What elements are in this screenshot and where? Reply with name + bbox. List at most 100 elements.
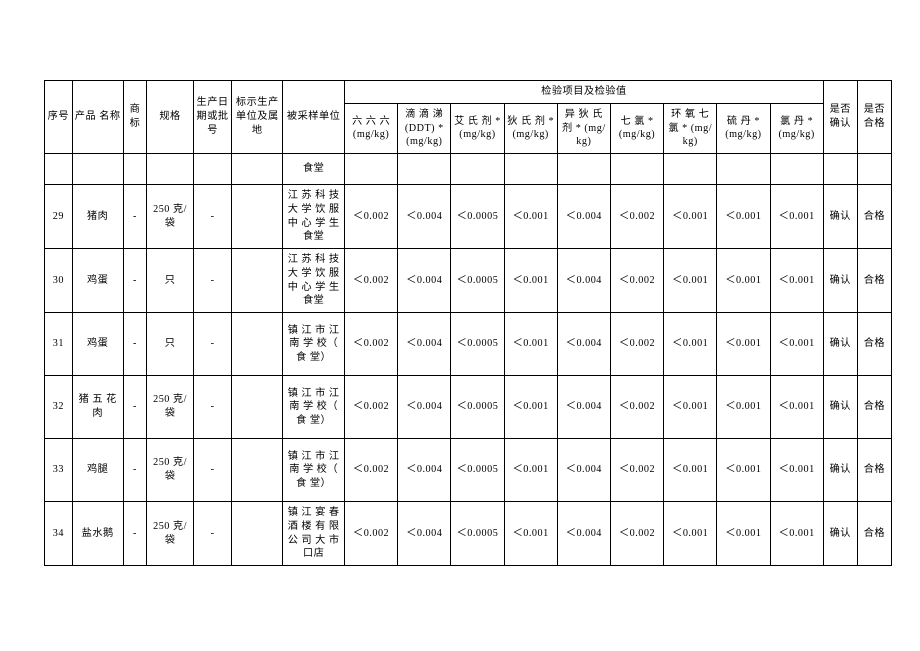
cell-test-5: ＜0.002 — [610, 313, 663, 376]
table-row: 32猪 五 花 肉-250 克/袋-镇 江 市 江 南 学 校（ 食 堂）＜0.… — [45, 376, 892, 439]
cell-test-5: ＜0.002 — [610, 502, 663, 566]
cell-seq: 31 — [45, 313, 73, 376]
cell-test-6: ＜0.001 — [664, 249, 717, 313]
th-test-3: 狄 氏 剂 * (mg/kg) — [504, 103, 557, 153]
cell-seq: 29 — [45, 185, 73, 249]
th-product: 产品 名称 — [72, 81, 123, 154]
cell-test-2: ＜0.0005 — [451, 376, 504, 439]
cell-test-1: ＜0.004 — [398, 185, 451, 249]
cell-test-3: ＜0.001 — [504, 249, 557, 313]
cell-qualified: 合格 — [857, 185, 891, 249]
th-test-8: 氯 丹 * (mg/kg) — [770, 103, 823, 153]
cell-test-4: ＜0.004 — [557, 313, 610, 376]
cell-test-4: ＜0.004 — [557, 502, 610, 566]
th-test-4: 异 狄 氏 剂 * (mg/kg) — [557, 103, 610, 153]
cell-test-0: ＜0.002 — [345, 249, 398, 313]
cell-test-8: ＜0.001 — [770, 376, 823, 439]
cell-sampled: 食堂 — [283, 154, 345, 185]
th-test-7: 硫 丹 * (mg/kg) — [717, 103, 770, 153]
cell-sampled: 镇 江 宴 春 酒 楼 有 限 公 司 大 市 口店 — [283, 502, 345, 566]
th-seq: 序号 — [45, 81, 73, 154]
cell-test-4: ＜0.004 — [557, 376, 610, 439]
cell-test-0: ＜0.002 — [345, 313, 398, 376]
cell-sampled: 江 苏 科 技 大 学 饮 服 中 心 学 生 食堂 — [283, 249, 345, 313]
th-confirm: 是否确认 — [823, 81, 857, 154]
table-row: 29猪肉-250 克/袋-江 苏 科 技 大 学 饮 服 中 心 学 生 食堂＜… — [45, 185, 892, 249]
cell-test-1: ＜0.004 — [398, 439, 451, 502]
cell-product: 鸡蛋 — [72, 249, 123, 313]
cell-seq: 33 — [45, 439, 73, 502]
table-row: 31鸡蛋-只-镇 江 市 江 南 学 校（ 食 堂）＜0.002＜0.004＜0… — [45, 313, 892, 376]
cell-date: - — [193, 313, 231, 376]
cell-test-2: ＜0.0005 — [451, 439, 504, 502]
cell-trademark: - — [123, 249, 146, 313]
cell-test-8: ＜0.001 — [770, 439, 823, 502]
th-date: 生产日期或批号 — [193, 81, 231, 154]
cell-test-5: ＜0.002 — [610, 439, 663, 502]
cell-spec: 250 克/袋 — [147, 502, 194, 566]
cell-origin — [232, 249, 283, 313]
cell-test-8: ＜0.001 — [770, 502, 823, 566]
cell-spec: 250 克/袋 — [147, 376, 194, 439]
cell-test-4: ＜0.004 — [557, 185, 610, 249]
cell-test-2: ＜0.0005 — [451, 185, 504, 249]
table-row: 34盐水鹅-250 克/袋-镇 江 宴 春 酒 楼 有 限 公 司 大 市 口店… — [45, 502, 892, 566]
cell-test-8: ＜0.001 — [770, 185, 823, 249]
th-test-1: 滴 滴 涕(DDT) * (mg/kg) — [398, 103, 451, 153]
cell-test-8: ＜0.001 — [770, 313, 823, 376]
cell-test-7: ＜0.001 — [717, 249, 770, 313]
cell-confirm: 确认 — [823, 185, 857, 249]
cell-test-0: ＜0.002 — [345, 502, 398, 566]
th-origin: 标示生产单位及属地 — [232, 81, 283, 154]
cell-test-7: ＜0.001 — [717, 502, 770, 566]
cell-test-1: ＜0.004 — [398, 313, 451, 376]
cell-trademark: - — [123, 185, 146, 249]
th-qualified: 是否合格 — [857, 81, 891, 154]
cell-date: - — [193, 249, 231, 313]
cell-test-0: ＜0.002 — [345, 185, 398, 249]
table-row: 30鸡蛋-只-江 苏 科 技 大 学 饮 服 中 心 学 生 食堂＜0.002＜… — [45, 249, 892, 313]
th-tests-group: 检验项目及检验值 — [345, 81, 824, 104]
table-row: 33鸡腿-250 克/袋-镇 江 市 江 南 学 校（ 食 堂）＜0.002＜0… — [45, 439, 892, 502]
cell-test-3: ＜0.001 — [504, 439, 557, 502]
cell-seq: 32 — [45, 376, 73, 439]
cell-seq: 34 — [45, 502, 73, 566]
cell-sampled: 镇 江 市 江 南 学 校（ 食 堂） — [283, 313, 345, 376]
cell-test-0: ＜0.002 — [345, 439, 398, 502]
cell-test-5: ＜0.002 — [610, 376, 663, 439]
cell-test-1: ＜0.004 — [398, 502, 451, 566]
cell-qualified: 合格 — [857, 439, 891, 502]
cell-test-6: ＜0.001 — [664, 185, 717, 249]
cell-date: - — [193, 502, 231, 566]
cell-trademark: - — [123, 313, 146, 376]
table-body: 食堂 29猪肉-250 克/袋-江 苏 科 技 大 学 饮 服 中 心 学 生 … — [45, 154, 892, 566]
cell-test-7: ＜0.001 — [717, 439, 770, 502]
cell-confirm: 确认 — [823, 376, 857, 439]
cell-origin — [232, 185, 283, 249]
cell-trademark: - — [123, 502, 146, 566]
cell-test-7: ＜0.001 — [717, 376, 770, 439]
table-header: 序号 产品 名称 商标 规格 生产日期或批号 标示生产单位及属地 被采样单位 检… — [45, 81, 892, 154]
cell-test-3: ＜0.001 — [504, 313, 557, 376]
cell-seq: 30 — [45, 249, 73, 313]
th-test-6: 环 氧 七 氯 * (mg/kg) — [664, 103, 717, 153]
cell-test-8: ＜0.001 — [770, 249, 823, 313]
cell-trademark: - — [123, 439, 146, 502]
cell-test-1: ＜0.004 — [398, 249, 451, 313]
cell-test-6: ＜0.001 — [664, 502, 717, 566]
cell-test-4: ＜0.004 — [557, 249, 610, 313]
th-test-5: 七 氯 * (mg/kg) — [610, 103, 663, 153]
cell-spec: 只 — [147, 249, 194, 313]
cell-sampled: 镇 江 市 江 南 学 校（ 食 堂） — [283, 376, 345, 439]
cell-test-7: ＜0.001 — [717, 185, 770, 249]
cell-product: 猪肉 — [72, 185, 123, 249]
cell-sampled: 江 苏 科 技 大 学 饮 服 中 心 学 生 食堂 — [283, 185, 345, 249]
cell-test-3: ＜0.001 — [504, 376, 557, 439]
cell-origin — [232, 313, 283, 376]
cell-test-5: ＜0.002 — [610, 185, 663, 249]
cell-confirm: 确认 — [823, 249, 857, 313]
cell-date: - — [193, 439, 231, 502]
table-row-partial: 食堂 — [45, 154, 892, 185]
th-spec: 规格 — [147, 81, 194, 154]
cell-test-3: ＜0.001 — [504, 502, 557, 566]
